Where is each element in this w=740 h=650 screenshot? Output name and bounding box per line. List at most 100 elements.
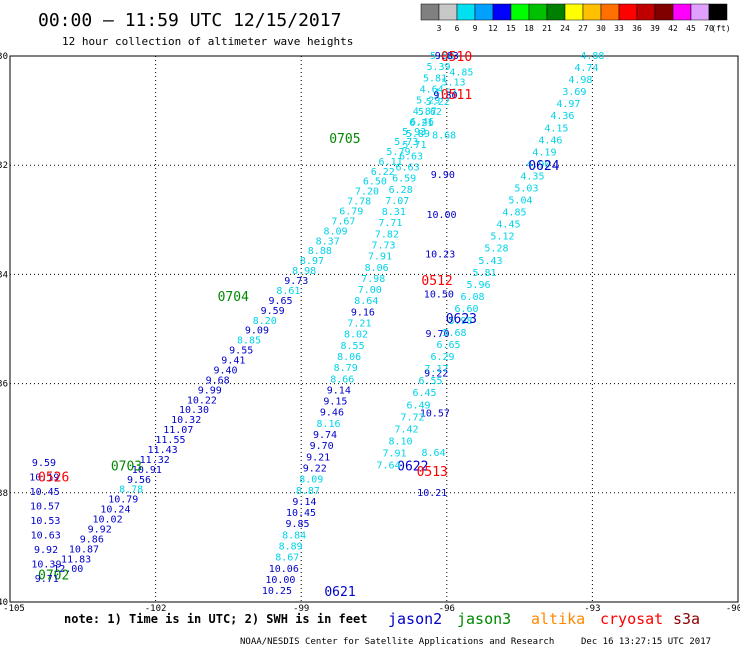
swh-value: 4.74 (574, 63, 598, 74)
swh-value: 5.71 (402, 140, 426, 151)
swh-value: 4.90 (526, 159, 550, 170)
scale-swatch (564, 3, 584, 21)
swh-value: 10.22 (187, 395, 217, 406)
swh-value: 9.92 (88, 524, 112, 535)
scale-swatch (420, 3, 440, 21)
swh-value: 9.56 (127, 475, 151, 486)
legend-jason2: jason2 (388, 610, 442, 628)
swh-value: 6.22 (371, 167, 395, 178)
time-label: 0703 (111, 460, 142, 475)
swh-value: 7.20 (355, 187, 379, 198)
scale-swatch (546, 3, 566, 21)
swh-value: 10.00 (265, 575, 295, 586)
swh-value: 8.85 (237, 336, 261, 347)
swh-value: 6.63 (399, 151, 423, 162)
swh-value: 10.30 (179, 405, 209, 416)
scale-label: 18 (524, 24, 534, 33)
scale-swatch (528, 3, 548, 21)
swh-value: 9.85 (286, 519, 310, 530)
swh-value: 11.32 (140, 455, 170, 466)
swh-value: 6.59 (392, 174, 416, 185)
swh-value: 7.73 (371, 241, 395, 252)
swh-value: 8.68 (432, 130, 456, 141)
legend-altika: altika (531, 610, 585, 628)
footer-credit: NOAA/NESDIS Center for Satellite Applica… (240, 637, 554, 647)
time-label: 0622 (397, 460, 428, 475)
swh-value: 9.41 (221, 356, 245, 367)
swh-value: 10.39 (31, 559, 61, 570)
plot-frame (9, 55, 739, 603)
x-tick-label: -90 (726, 604, 740, 614)
swh-value: 8.87 (296, 486, 320, 497)
time-label: 0526 (38, 470, 69, 485)
swh-value: 8.20 (253, 316, 277, 327)
swh-value: 9.14 (327, 385, 351, 396)
swh-value: 12.00 (53, 564, 83, 575)
scale-swatch (492, 3, 512, 21)
track-jason3: 4.855.134.915.225.626.465.935.735.796.11… (38, 67, 473, 583)
swh-value: 6.46 (410, 117, 434, 128)
swh-value: 4.87 (413, 107, 437, 118)
swh-value: 6.60 (454, 304, 478, 315)
track-jason2: 5.585.395.814.645.294.876.215.895.716.63… (262, 51, 454, 600)
swh-value: 6.49 (406, 400, 430, 411)
swh-value: 5.39 (426, 62, 450, 73)
x-tick-label: -105 (3, 604, 25, 614)
swh-value: 5.98 (448, 316, 472, 327)
scale-swatch (456, 3, 476, 21)
swh-value: 9.86 (80, 534, 104, 545)
swh-value: 10.25 (262, 586, 292, 597)
swh-value: 5.81 (472, 268, 496, 279)
swh-value: 9.14 (292, 497, 316, 508)
swh-value: 9.22 (424, 369, 448, 380)
swh-value: 5.22 (426, 97, 450, 108)
swh-value: 8.88 (308, 246, 332, 257)
scale-swatch (600, 3, 620, 21)
time-label: 0513 (417, 465, 448, 480)
swh-value: 4.64 (420, 84, 444, 95)
scale-swatch (690, 3, 710, 21)
swh-value: 5.04 (508, 196, 532, 207)
swh-value: 9.73 (284, 276, 308, 287)
swh-value: 8.06 (365, 263, 389, 274)
grid (10, 56, 738, 602)
swh-value: 8.06 (337, 352, 361, 363)
swh-value: 7.17 (424, 364, 448, 375)
swh-value: 9.70 (425, 329, 449, 340)
x-tick-label: -102 (145, 604, 167, 614)
swh-value: 8.67 (275, 553, 299, 564)
swh-value: 5.96 (466, 280, 490, 291)
swh-value: 10.45 (286, 508, 316, 519)
swh-value: 4.97 (556, 99, 580, 110)
swh-value: 10.23 (425, 250, 455, 261)
swh-value: 9.16 (351, 307, 375, 318)
scale-unit: (ft) (711, 24, 730, 33)
time-label: 0510 (441, 50, 472, 65)
swh-value: 7.67 (331, 216, 355, 227)
swh-value: 9.22 (303, 463, 327, 474)
swh-value: 6.21 (409, 118, 433, 129)
swh-value: 5.73 (394, 137, 418, 148)
swh-value: 5.79 (386, 147, 410, 158)
swh-value: 9.46 (320, 408, 344, 419)
swh-value: 9.70 (310, 441, 334, 452)
track-jason2: 4.884.744.983.694.974.364.154.464.194.90… (377, 51, 605, 472)
time-label: 0621 (324, 585, 355, 600)
y-tick-label: -32 (0, 161, 8, 171)
swh-value: 10.79 (108, 495, 138, 506)
swh-value: 8.16 (316, 419, 340, 430)
swh-value: 9.68 (206, 375, 230, 386)
swh-value: 10.45 (30, 487, 60, 498)
scale-swatch (474, 3, 494, 21)
swh-value: 5.81 (423, 73, 447, 84)
swh-value: 9.15 (323, 397, 347, 408)
scale-label: 15 (506, 24, 516, 33)
chart-title: 00:00 – 11:59 UTC 12/15/2017 (38, 10, 341, 31)
swh-value: 9.40 (213, 365, 237, 376)
swh-value: 10.63 (31, 530, 61, 541)
swh-value: 7.42 (394, 424, 418, 435)
swh-value: 11.83 (61, 554, 91, 565)
swh-value: 8.10 (389, 436, 413, 447)
chart-subtitle: 12 hour collection of altimeter wave hei… (62, 35, 353, 48)
swh-value: 8.64 (354, 296, 378, 307)
